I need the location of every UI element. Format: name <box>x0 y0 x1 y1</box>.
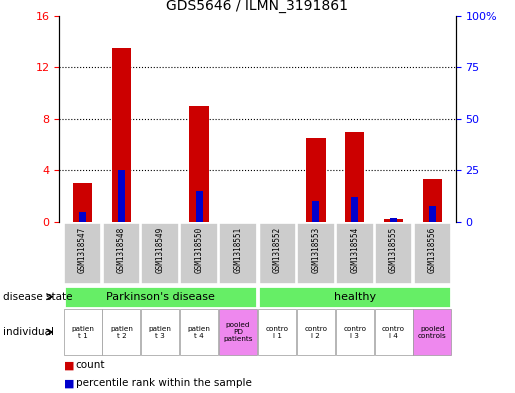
Bar <box>306 138 325 222</box>
Bar <box>374 309 413 355</box>
Bar <box>414 223 451 284</box>
Text: contro
l 1: contro l 1 <box>265 325 288 339</box>
Text: patien
t 1: patien t 1 <box>71 325 94 339</box>
Text: GSM1318548: GSM1318548 <box>117 226 126 273</box>
Text: patien
t 3: patien t 3 <box>149 325 171 339</box>
Text: GSM1318553: GSM1318553 <box>311 226 320 273</box>
Text: GSM1318550: GSM1318550 <box>195 226 204 273</box>
Text: pooled
PD
patients: pooled PD patients <box>224 322 253 342</box>
Bar <box>112 48 131 222</box>
Text: GSM1318556: GSM1318556 <box>428 226 437 273</box>
Bar <box>297 309 335 355</box>
Text: ■: ■ <box>64 360 75 371</box>
Text: percentile rank within the sample: percentile rank within the sample <box>76 378 252 388</box>
Bar <box>345 132 365 222</box>
Bar <box>63 309 101 355</box>
Text: GSM1318554: GSM1318554 <box>350 226 359 273</box>
Bar <box>102 309 141 355</box>
Bar <box>63 286 257 308</box>
Bar <box>312 201 319 222</box>
Bar <box>390 218 397 222</box>
Text: contro
l 4: contro l 4 <box>382 325 405 339</box>
Title: GDS5646 / ILMN_3191861: GDS5646 / ILMN_3191861 <box>166 0 349 13</box>
Text: count: count <box>76 360 105 371</box>
Bar <box>190 106 209 222</box>
Bar <box>258 309 296 355</box>
Bar <box>423 180 442 222</box>
Bar <box>141 309 179 355</box>
Bar <box>336 223 373 284</box>
Text: healthy: healthy <box>334 292 376 302</box>
Bar <box>180 309 218 355</box>
Text: GSM1318549: GSM1318549 <box>156 226 165 273</box>
Text: individual: individual <box>3 327 54 337</box>
Text: contro
l 3: contro l 3 <box>343 325 366 339</box>
Text: Parkinson's disease: Parkinson's disease <box>106 292 215 302</box>
Bar <box>64 223 101 284</box>
Text: patien
t 4: patien t 4 <box>188 325 211 339</box>
Bar <box>414 309 452 355</box>
Bar <box>142 223 179 284</box>
Text: disease state: disease state <box>3 292 72 302</box>
Bar <box>196 191 203 222</box>
Text: ■: ■ <box>64 378 75 388</box>
Text: GSM1318547: GSM1318547 <box>78 226 87 273</box>
Bar <box>297 223 335 284</box>
Bar <box>258 286 452 308</box>
Bar <box>384 219 403 222</box>
Bar <box>258 223 296 284</box>
Bar <box>219 223 257 284</box>
Text: GSM1318552: GSM1318552 <box>272 226 281 273</box>
Text: GSM1318551: GSM1318551 <box>234 226 243 273</box>
Bar <box>118 171 125 222</box>
Bar <box>73 184 92 222</box>
Bar <box>102 223 140 284</box>
Bar <box>219 309 257 355</box>
Text: contro
l 2: contro l 2 <box>304 325 328 339</box>
Bar <box>429 206 436 222</box>
Bar <box>180 223 218 284</box>
Bar <box>79 212 86 222</box>
Text: patien
t 2: patien t 2 <box>110 325 133 339</box>
Bar <box>351 197 358 222</box>
Text: GSM1318555: GSM1318555 <box>389 226 398 273</box>
Bar <box>336 309 374 355</box>
Text: pooled
controls: pooled controls <box>418 325 447 339</box>
Bar <box>375 223 413 284</box>
